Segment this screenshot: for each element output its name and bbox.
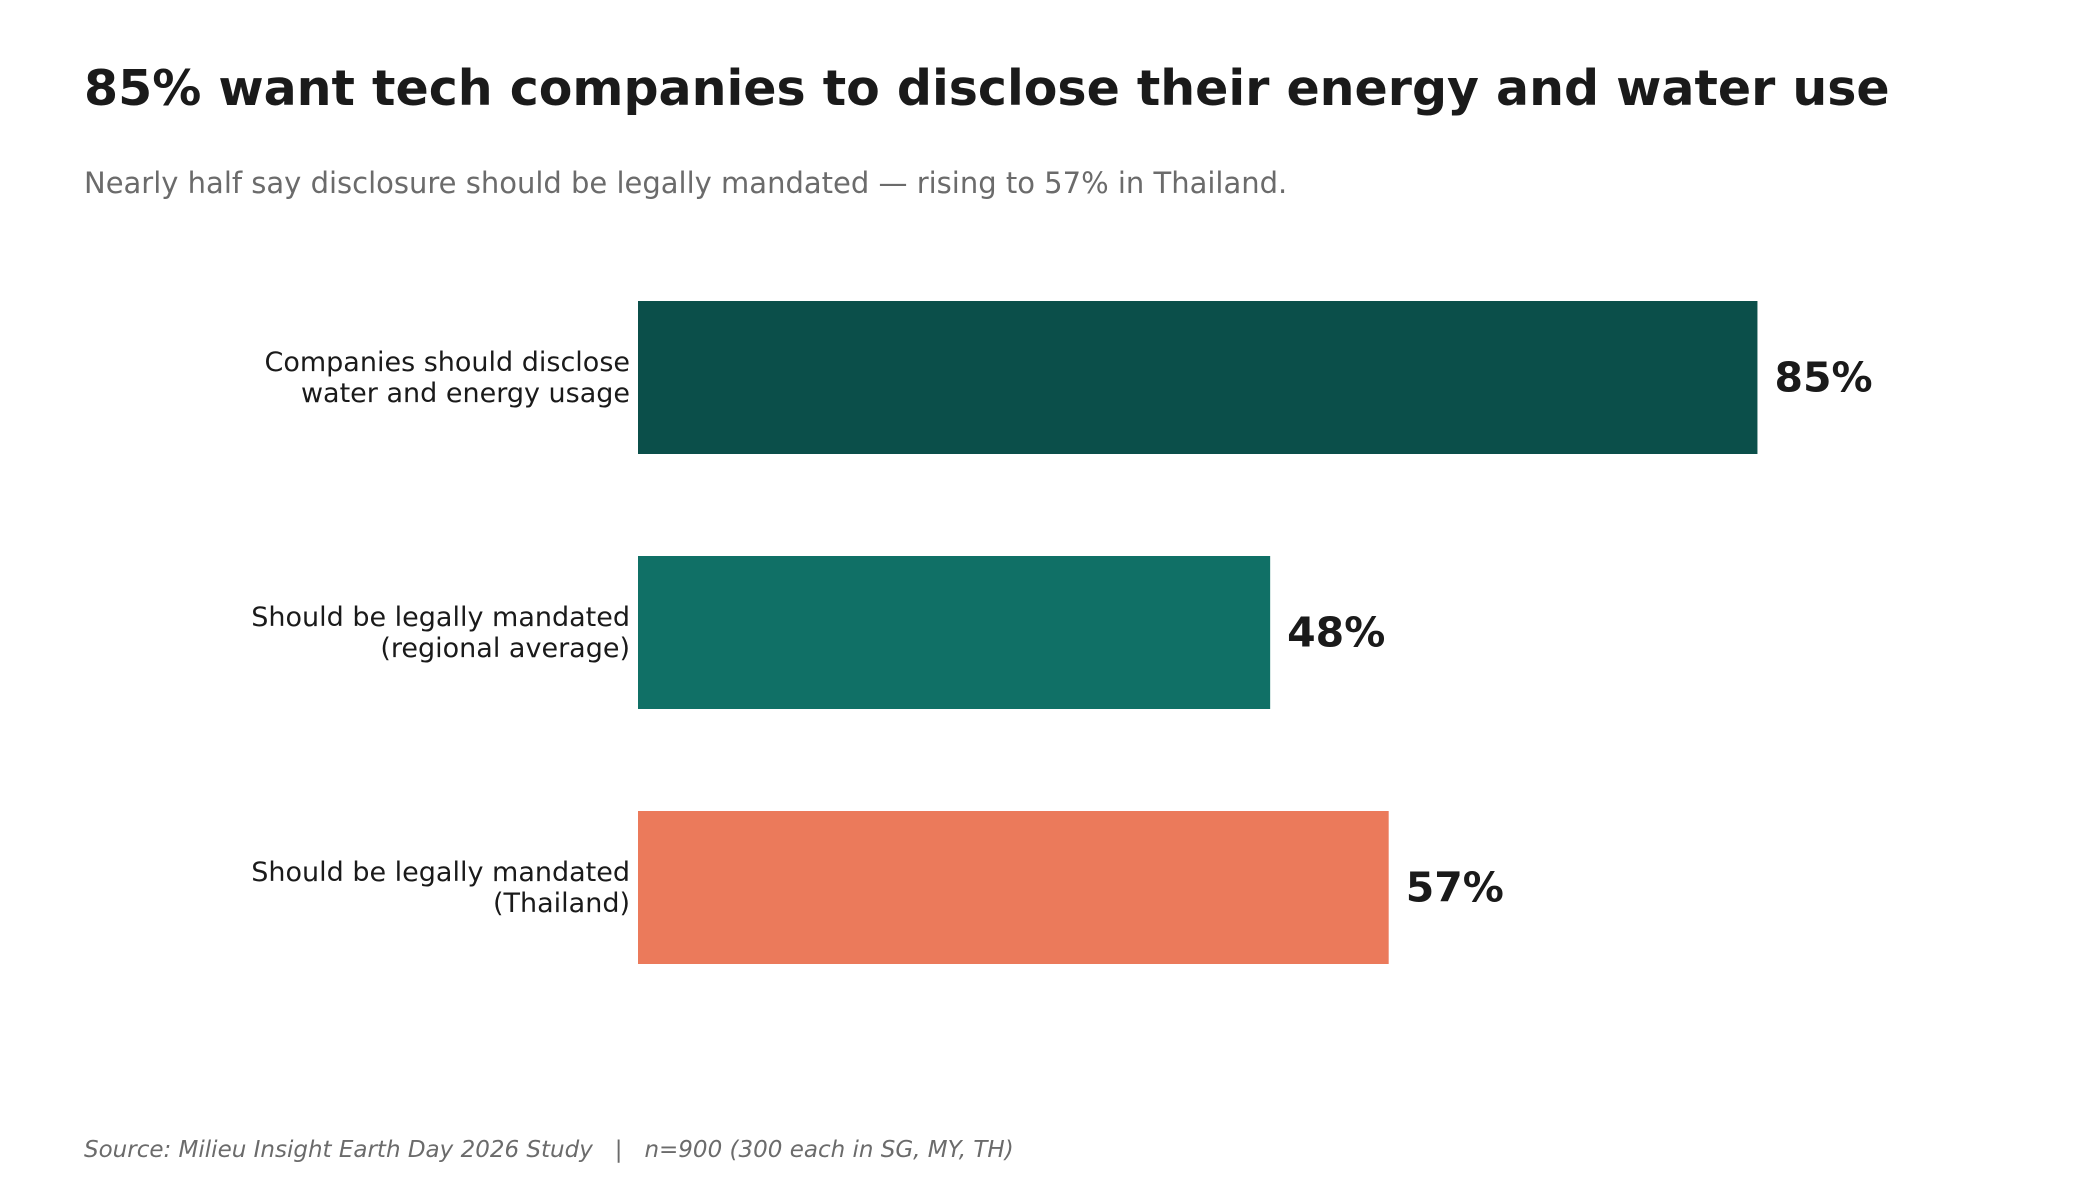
- bar-value-label-2: 48%: [1287, 609, 1385, 657]
- bar-2: [638, 556, 1271, 709]
- bar-3: [638, 811, 1389, 964]
- source-separator: |: [614, 1137, 623, 1163]
- category-label-line: Companies should disclose: [264, 347, 630, 378]
- chart-subtitle: Nearly half say disclosure should be leg…: [84, 166, 1288, 200]
- category-label-1: Companies should disclose water and energ…: [264, 347, 630, 409]
- category-label-2: Should be legally mandated (regional aver…: [251, 602, 630, 664]
- category-label-line: Should be legally mandated: [251, 602, 630, 633]
- category-label-line: (Thailand): [493, 888, 630, 919]
- chart-title: 85% want tech companies to disclose thei…: [84, 60, 1890, 117]
- bar-value-label-3: 57%: [1406, 864, 1504, 912]
- source-study: Source: Milieu Insight Earth Day 2026 St…: [84, 1137, 593, 1163]
- source-sample: n=900 (300 each in SG, MY, TH): [644, 1137, 1014, 1163]
- category-label-line: Should be legally mandated: [251, 857, 630, 888]
- bar-1: [638, 301, 1758, 454]
- source-note: Source: Milieu Insight Earth Day 2026 St…: [84, 1137, 1014, 1165]
- bar-value-label-1: 85%: [1774, 354, 1872, 402]
- category-label-line: water and energy usage: [301, 378, 630, 409]
- category-label-3: Should be legally mandated (Thailand): [251, 857, 630, 919]
- category-label-line: (regional average): [380, 633, 630, 664]
